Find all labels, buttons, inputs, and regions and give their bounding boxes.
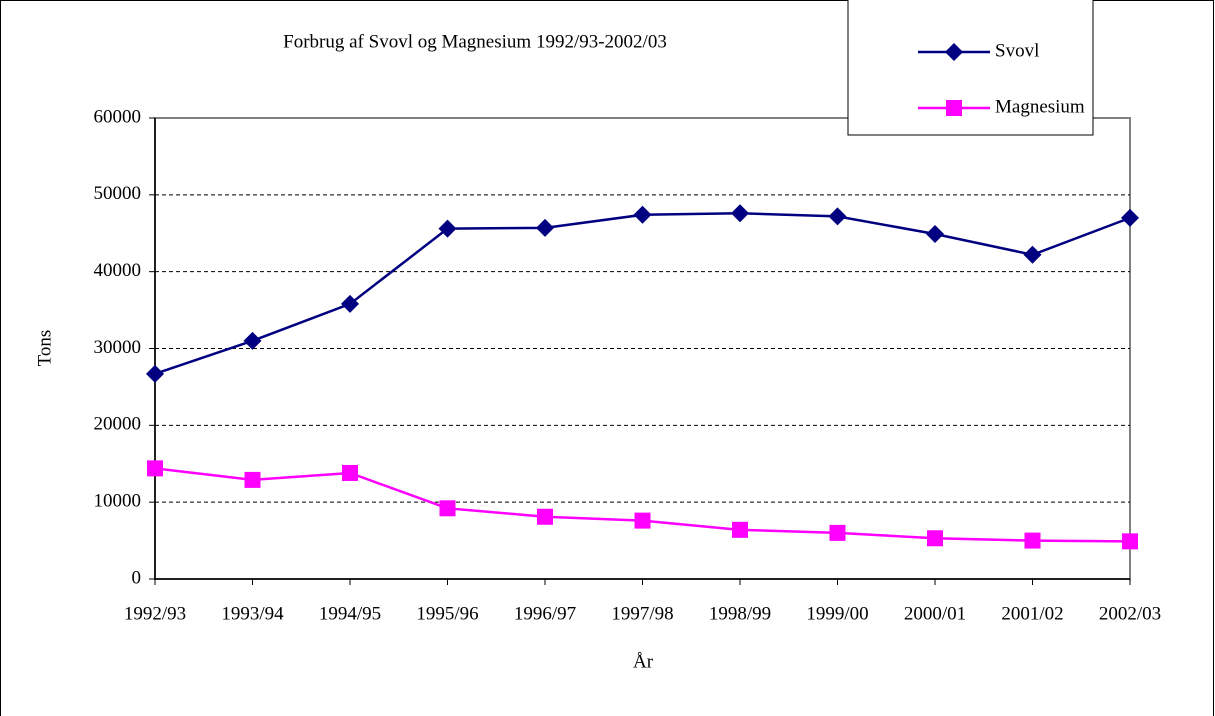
legend-marker (946, 100, 962, 116)
legend-label: Svovl (995, 40, 1039, 61)
x-tick-label: 1998/99 (709, 603, 771, 624)
data-point (439, 500, 456, 517)
data-point (731, 204, 749, 223)
data-point (828, 207, 847, 226)
legend-box (847, 0, 1094, 136)
x-tick-label: 2002/03 (1099, 603, 1161, 624)
data-point (1121, 208, 1139, 227)
y-tick-label: 30000 (94, 337, 142, 358)
data-point (146, 364, 164, 383)
legend-label: Magnesium (995, 96, 1085, 117)
data-point (341, 294, 359, 313)
y-tick-label: 10000 (94, 491, 142, 512)
data-point (1122, 533, 1138, 550)
legend-marker (945, 43, 963, 61)
x-tick-label: 2000/01 (904, 603, 966, 624)
data-point (926, 225, 944, 244)
data-point (244, 471, 261, 488)
data-point (927, 530, 943, 547)
y-tick-label: 50000 (94, 183, 142, 204)
data-point (634, 512, 651, 529)
x-tick-label: 1997/98 (611, 603, 673, 624)
x-tick-label: 1995/96 (416, 603, 478, 624)
data-point (732, 521, 748, 538)
x-tick-label: 2001/02 (1001, 603, 1063, 624)
data-point (633, 205, 652, 224)
chart-title: Forbrug af Svovl og Magnesium 1992/93-20… (283, 31, 667, 52)
x-tick-label: 1999/00 (806, 603, 868, 624)
y-tick-label: 0 (132, 567, 142, 588)
y-tick-label: 60000 (94, 106, 142, 127)
data-point (147, 460, 163, 477)
x-tick-label: 1992/93 (124, 603, 186, 624)
data-point (537, 508, 553, 525)
data-point (536, 218, 554, 237)
data-point (438, 219, 457, 238)
y-tick-label: 40000 (94, 260, 142, 281)
x-tick-label: 1994/95 (319, 603, 381, 624)
data-point (342, 464, 358, 481)
y-axis-label: Tons (34, 330, 55, 367)
data-point (1024, 532, 1041, 549)
data-point (1023, 245, 1042, 264)
data-point (829, 524, 846, 541)
x-tick-label: 1996/97 (514, 603, 576, 624)
y-tick-label: 20000 (94, 414, 142, 435)
x-axis-label: År (633, 651, 654, 672)
data-point (243, 331, 262, 350)
x-tick-label: 1993/94 (221, 603, 284, 624)
